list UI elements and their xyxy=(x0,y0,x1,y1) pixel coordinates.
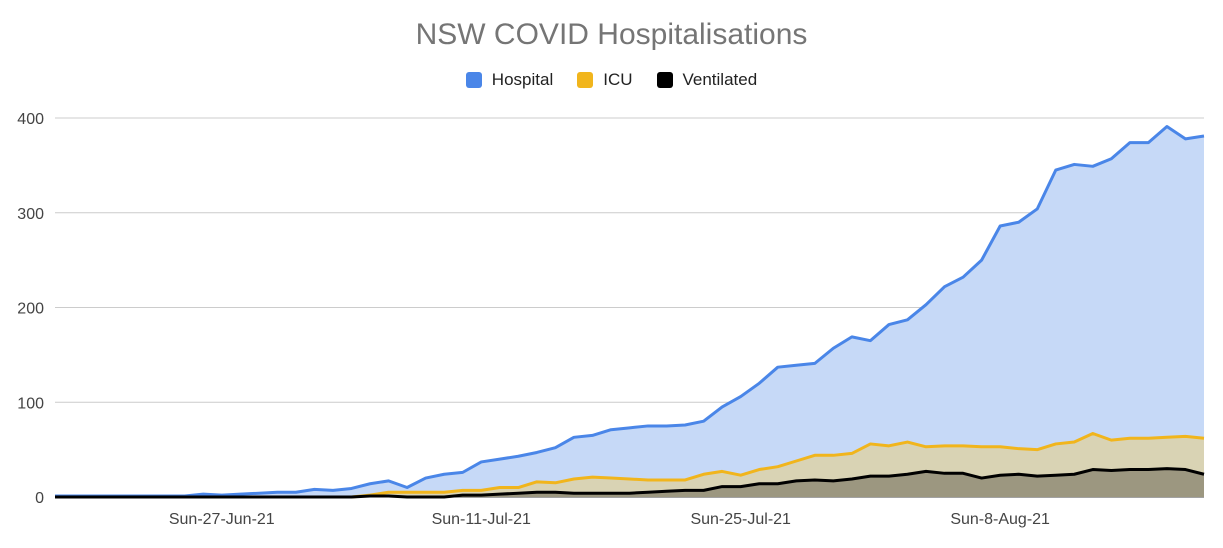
x-tick-label: Sun-8-Aug-21 xyxy=(950,511,1050,528)
legend-swatch-ventilated xyxy=(656,72,673,88)
legend-label-icu: ICU xyxy=(603,70,633,89)
area-ventilated xyxy=(55,468,1204,497)
x-tick-label: Sun-25-Jul-21 xyxy=(690,511,791,528)
chart-legend: Hospital ICU Ventilated xyxy=(0,70,1223,90)
legend-label-hospital: Hospital xyxy=(491,70,554,89)
series-line-hospital xyxy=(55,125,1205,498)
y-tick-label: 300 xyxy=(17,206,44,223)
area-hospital xyxy=(55,126,1204,497)
legend-item-ventilated[interactable]: Ventilated xyxy=(656,70,758,90)
y-tick-label: 0 xyxy=(35,490,44,507)
y-tick-label: 100 xyxy=(17,395,44,412)
y-tick-label: 400 xyxy=(17,111,44,128)
legend-item-icu[interactable]: ICU xyxy=(577,70,633,90)
legend-item-hospital[interactable]: Hospital xyxy=(465,70,554,90)
x-tick-label: Sun-27-Jun-21 xyxy=(169,511,275,528)
series-line-ventilated xyxy=(55,467,1205,499)
legend-swatch-icu xyxy=(577,72,594,88)
legend-swatch-hospital xyxy=(465,72,482,88)
legend-label-ventilated: Ventilated xyxy=(682,70,758,89)
x-tick-label: Sun-11-Jul-21 xyxy=(432,511,531,528)
chart-title: NSW COVID Hospitalisations xyxy=(415,18,808,51)
y-tick-label: 200 xyxy=(17,301,44,318)
